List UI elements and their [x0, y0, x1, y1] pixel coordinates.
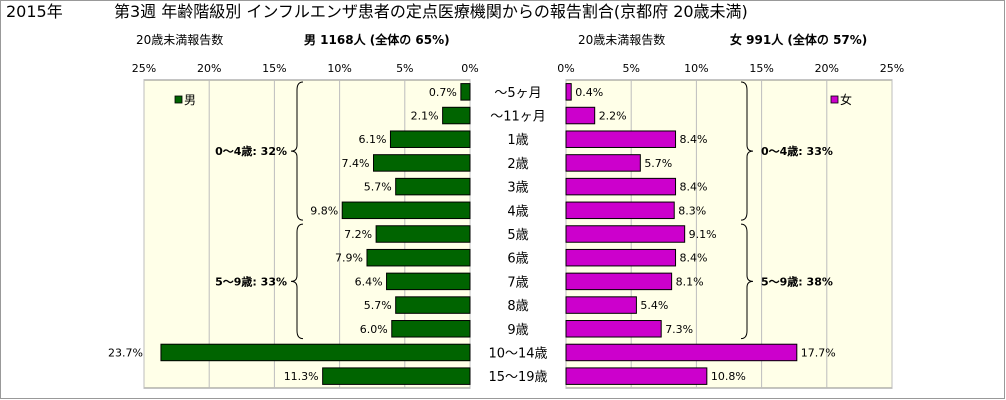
- male-legend-label: 男: [184, 93, 196, 107]
- male-bar: [373, 154, 471, 172]
- female-bar: [565, 367, 708, 385]
- male-x-tick-label: 25%: [132, 62, 156, 75]
- age-category-label: 10〜14歳: [488, 346, 547, 361]
- female-x-tick-label: 0%: [557, 62, 574, 75]
- age-category-label: 15〜19歳: [488, 370, 547, 385]
- male-legend-swatch: [174, 95, 183, 104]
- female-bar: [565, 248, 677, 267]
- female-data-label: 8.4%: [680, 252, 708, 265]
- male-data-label: 0.7%: [429, 86, 457, 99]
- female-data-label: 9.1%: [689, 228, 717, 241]
- female-data-label: 8.3%: [678, 204, 706, 217]
- female-bar: [565, 201, 675, 220]
- male-x-tick-label: 0%: [461, 62, 478, 75]
- male-group-brace: [290, 223, 304, 340]
- female-bar: [565, 343, 798, 362]
- male-bar: [395, 177, 471, 196]
- female-bar: [565, 320, 662, 338]
- male-data-label: 6.0%: [360, 323, 388, 336]
- female-data-label: 5.4%: [640, 299, 668, 312]
- male-bar: [375, 225, 471, 243]
- male-subtitle-label: 20歳未満報告数: [136, 33, 224, 47]
- male-group-label: 0〜4歳: 32%: [215, 144, 287, 158]
- female-data-label: 17.7%: [801, 346, 836, 359]
- male-x-tick-label: 15%: [262, 62, 286, 75]
- female-group-label: 5〜9歳: 38%: [761, 274, 833, 288]
- female-data-label: 0.4%: [575, 86, 603, 99]
- male-group-brace: [290, 81, 304, 221]
- female-bar: [565, 225, 686, 243]
- female-bar: [565, 83, 572, 101]
- female-x-tick-label: 20%: [815, 62, 839, 75]
- male-bar: [442, 106, 471, 125]
- age-category-label: 8歳: [507, 299, 528, 314]
- male-bar: [341, 201, 471, 220]
- female-subtitle-label: 20歳未満報告数: [578, 33, 666, 47]
- female-bar: [565, 272, 673, 291]
- male-group-label: 5〜9歳: 33%: [215, 274, 287, 288]
- female-data-label: 8.4%: [680, 133, 708, 146]
- male-data-label: 23.7%: [108, 346, 143, 359]
- age-category-label: 5歳: [507, 228, 528, 243]
- male-bar: [386, 272, 471, 291]
- female-data-label: 8.4%: [680, 181, 708, 194]
- female-group-brace: [740, 223, 754, 340]
- male-data-label: 2.1%: [411, 110, 439, 123]
- male-subtitle-value: 男 1168人 (全体の 65%): [304, 33, 450, 47]
- female-group-label: 0〜4歳: 33%: [761, 144, 833, 158]
- male-data-label: 7.9%: [335, 252, 363, 265]
- male-x-tick-label: 20%: [197, 62, 221, 75]
- male-x-tick-label: 10%: [327, 62, 351, 75]
- age-category-label: 〜11ヶ月: [490, 110, 546, 125]
- male-data-label: 5.7%: [364, 299, 392, 312]
- male-bar: [389, 130, 471, 148]
- male-data-label: 9.8%: [310, 204, 338, 217]
- female-data-label: 2.2%: [599, 110, 627, 123]
- female-data-label: 10.8%: [711, 370, 746, 383]
- male-data-label: 7.2%: [344, 228, 372, 241]
- age-category-label: 2歳: [507, 157, 528, 172]
- female-bar: [565, 130, 677, 148]
- male-bar: [395, 296, 471, 314]
- chart-year: 2015年: [6, 2, 63, 21]
- female-x-tick-label: 10%: [684, 62, 708, 75]
- age-category-label: 4歳: [507, 204, 528, 219]
- female-bar: [565, 296, 637, 314]
- female-subtitle-value: 女 991人 (全体の 57%): [730, 33, 868, 47]
- age-category-label: 1歳: [507, 133, 528, 148]
- male-bar: [366, 248, 471, 267]
- female-x-tick-label: 25%: [880, 62, 904, 75]
- female-x-tick-label: 5%: [622, 62, 639, 75]
- male-bar: [391, 320, 471, 338]
- female-bar: [565, 106, 596, 125]
- female-data-label: 7.3%: [665, 323, 693, 336]
- male-data-label: 6.1%: [359, 133, 387, 146]
- male-bar: [160, 343, 471, 362]
- chart-title: 第3週 年齢階級別 インフルエンザ患者の定点医療機関からの報告割合(京都府 20…: [114, 2, 748, 21]
- male-bar: [460, 83, 471, 101]
- age-category-label: 〜5ヶ月: [494, 86, 541, 101]
- female-data-label: 8.1%: [676, 275, 704, 288]
- female-bar: [565, 154, 641, 172]
- age-category-label: 7歳: [507, 275, 528, 290]
- male-data-label: 7.4%: [342, 157, 370, 170]
- age-category-label: 6歳: [507, 252, 528, 267]
- male-data-label: 6.4%: [355, 275, 383, 288]
- female-legend-label: 女: [840, 92, 852, 107]
- female-data-label: 5.7%: [644, 157, 672, 170]
- female-legend-swatch: [830, 95, 839, 104]
- male-x-tick-label: 5%: [396, 62, 413, 75]
- age-category-label: 9歳: [507, 323, 528, 338]
- age-category-label: 3歳: [507, 181, 528, 196]
- female-x-tick-label: 15%: [749, 62, 773, 75]
- female-group-brace: [740, 81, 754, 221]
- male-bar: [322, 367, 471, 385]
- male-data-label: 5.7%: [364, 181, 392, 194]
- female-bar: [565, 177, 677, 196]
- male-data-label: 11.3%: [284, 370, 319, 383]
